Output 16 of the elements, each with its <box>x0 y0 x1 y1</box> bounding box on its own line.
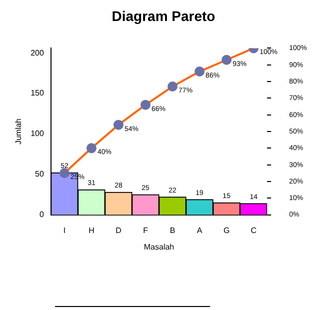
y-tick-label: 200 <box>30 48 44 58</box>
x-tick-label: F <box>143 226 148 235</box>
x-tick-label: D <box>116 226 122 235</box>
y-tick-label: 100 <box>30 129 44 138</box>
y-tick-label: 150 <box>30 88 44 98</box>
x-tick-label: C <box>250 226 257 235</box>
x-axis-title: Masalah <box>144 242 174 252</box>
y-tick-label: 0 <box>39 210 44 220</box>
x-tick-label: G <box>223 226 230 235</box>
chart-title: Diagram Pareto <box>110 8 216 24</box>
x-tick-label: A <box>196 226 203 235</box>
y-tick-label: 50 <box>35 170 44 179</box>
x-tick-label: I <box>63 226 66 235</box>
x-tick-label: B <box>170 226 176 235</box>
x-tick-label: H <box>88 226 95 235</box>
y-axis-title: Jumlah <box>14 118 24 144</box>
